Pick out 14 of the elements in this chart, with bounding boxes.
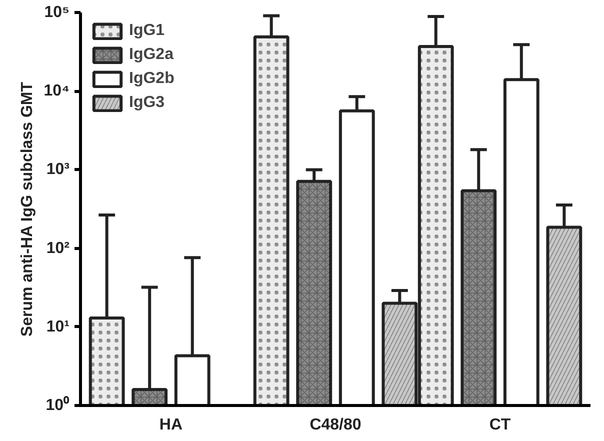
- y-tick-label: 10⁵: [44, 4, 70, 21]
- legend-label: IgG1: [129, 22, 165, 40]
- legend-label: IgG3: [129, 94, 165, 112]
- y-tick-label: 10¹: [46, 318, 70, 336]
- x-tick-label: CT: [489, 416, 511, 434]
- x-tick-label: C48/80: [310, 416, 362, 434]
- y-tick-label: 10⁰: [46, 396, 70, 414]
- y-tick-label: 10³: [46, 161, 70, 178]
- legend-label: IgG2b: [129, 70, 174, 88]
- x-tick-label: HA: [159, 416, 183, 434]
- y-axis-title: Serum anti-HA IgG subclass GMT: [18, 82, 36, 337]
- legend-label: IgG2a: [129, 46, 174, 64]
- y-tick-label: 10⁴: [44, 82, 70, 100]
- y-tick-label: 10²: [46, 240, 70, 257]
